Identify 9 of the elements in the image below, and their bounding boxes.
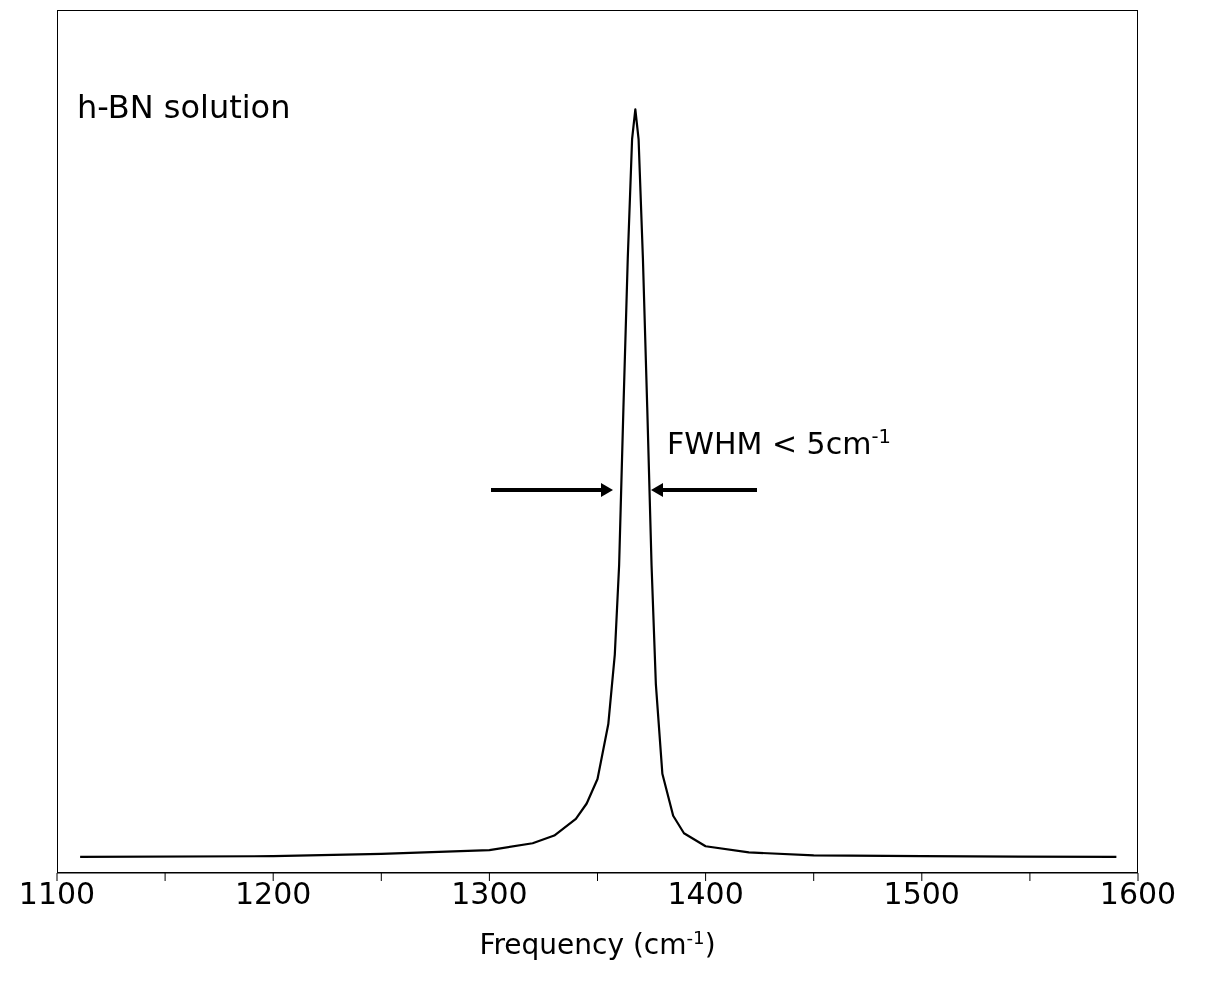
x-tick-label: 1400 bbox=[667, 876, 744, 912]
x-axis-title: Frequency (cm$^{-1}$) bbox=[479, 926, 716, 961]
annotation: FWHM < 5cm$^{-1}$ bbox=[667, 424, 891, 461]
x-tick-label: 1300 bbox=[451, 876, 528, 912]
x-tick-label: 1100 bbox=[18, 876, 96, 912]
chart-title: h-BN solution bbox=[77, 88, 291, 126]
x-tick-label: 1500 bbox=[883, 876, 960, 912]
x-tick-label: 1200 bbox=[235, 876, 312, 912]
x-tick-label: 1600 bbox=[1099, 876, 1177, 912]
